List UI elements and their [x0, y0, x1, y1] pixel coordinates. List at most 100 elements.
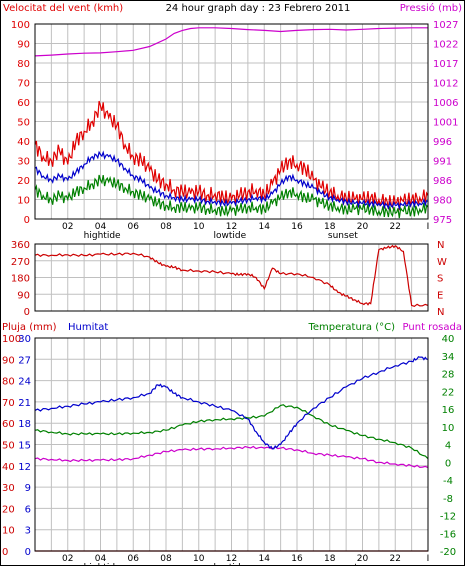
temperature-y-tick: 22: [442, 387, 455, 398]
rain-y-tick: 80: [2, 377, 15, 388]
rain-y-tick: 30: [2, 483, 15, 494]
direction-compass-letter: N: [437, 307, 444, 318]
wind-x-tick: 14: [259, 222, 271, 232]
pressure-y-tick: 996: [433, 137, 452, 148]
rain-y-tick: 10: [2, 526, 15, 537]
temperature-y-tick: -16: [440, 529, 456, 540]
wind-event-label: sunset: [328, 231, 358, 241]
wind-y-tick: 70: [17, 79, 30, 90]
humidity-y-tick: 24: [18, 377, 31, 388]
wind-x-tick: 16: [291, 222, 303, 232]
direction-compass-letter: E: [437, 290, 443, 301]
climate-x-tick: 20: [357, 554, 369, 564]
humidity-y-tick: 3: [25, 526, 31, 537]
climate-x-tick: I: [427, 554, 430, 564]
direction-compass-letter: S: [437, 274, 443, 285]
wind-x-tick: 08: [160, 222, 172, 232]
wind-gust-line: [34, 100, 429, 211]
pressure-y-tick: 1001: [433, 118, 458, 129]
rain-y-tick: 40: [2, 462, 15, 473]
climate-x-tick: 06: [128, 554, 140, 564]
climate-event-label: sunset: [328, 563, 358, 566]
climate-x-tick: 18: [324, 554, 336, 564]
climate-x-tick: 02: [62, 554, 73, 564]
pressure-y-tick: 1027: [433, 20, 458, 31]
wind-x-tick: 18: [324, 222, 336, 232]
climate-x-tick: 04: [95, 554, 107, 564]
wind-x-tick: 10: [193, 222, 205, 232]
temperature-y-tick: 4: [445, 441, 451, 452]
temperature-line: [34, 404, 429, 460]
temperature-y-tick: 10: [442, 423, 455, 434]
wind-x-tick: 06: [128, 222, 140, 232]
direction-y-tick: 0: [24, 307, 30, 318]
climate-x-tick: 12: [226, 554, 237, 564]
wind-y-tick: 10: [17, 196, 30, 207]
direction-y-tick: 180: [11, 274, 30, 285]
dewpoint-axis-title: Punt rosada: [403, 322, 462, 333]
wind-x-tick: 20: [357, 222, 369, 232]
wind-axis-title: Velocitat del vent (kmh): [3, 3, 123, 14]
rain-y-tick: 60: [2, 419, 15, 430]
climate-x-tick: 22: [390, 554, 401, 564]
wind-y-tick: 100: [11, 20, 30, 31]
pressure-y-tick: 991: [433, 157, 452, 168]
rain-axis-title: Pluja (mm): [2, 322, 57, 333]
wind-y-tick: 50: [17, 118, 30, 129]
climate-event-label: hightide: [84, 563, 121, 566]
direction-plot-frame: [34, 243, 429, 312]
wind-y-tick: 30: [17, 157, 30, 168]
rain-y-tick: 100: [2, 334, 21, 345]
pressure-axis-title: Pressió (mb): [400, 2, 462, 14]
humidity-line: [34, 356, 429, 450]
humidity-y-tick: 6: [25, 504, 31, 515]
temperature-y-tick: -8: [443, 494, 453, 505]
wind-event-label: lowtide: [214, 231, 247, 241]
temperature-y-tick: 16: [442, 405, 455, 416]
pressure-y-tick: 980: [433, 196, 452, 207]
wind-x-tick: 04: [95, 222, 107, 232]
rain-y-tick: 20: [2, 504, 15, 515]
wind-min-line: [34, 174, 429, 219]
temperature-y-tick: -4: [443, 476, 453, 487]
humidity-y-tick: 12: [18, 462, 31, 473]
humidity-axis-title: Humitat: [68, 322, 108, 333]
dewpoint-line: [34, 445, 429, 469]
pressure-y-tick: 1022: [433, 40, 458, 51]
wind-x-tick: I: [427, 222, 430, 232]
pressure-y-tick: 1006: [433, 98, 458, 109]
rain-y-tick: 90: [2, 355, 15, 366]
humidity-y-tick: 18: [18, 419, 31, 430]
direction-y-tick: 90: [17, 290, 30, 301]
climate-x-tick: 16: [291, 554, 303, 564]
humidity-y-tick: 27: [18, 355, 31, 366]
wind-x-tick: 02: [62, 222, 73, 232]
climate-x-tick: 10: [193, 554, 205, 564]
humidity-y-tick: 0: [25, 547, 31, 558]
direction-compass-letter: W: [437, 257, 447, 268]
pressure-y-tick: 1012: [433, 79, 458, 90]
temperature-y-tick: -20: [440, 547, 456, 558]
climate-event-label: lowtide: [214, 563, 247, 566]
temperature-y-tick: 0: [445, 458, 451, 469]
temperature-y-tick: -12: [440, 512, 456, 523]
rain-y-tick: 70: [2, 398, 15, 409]
pressure-y-tick: 975: [433, 215, 452, 226]
humidity-y-tick: 21: [18, 398, 31, 409]
pressure-line: [34, 27, 428, 57]
humidity-y-tick: 30: [18, 334, 31, 345]
wind-avg-line: [34, 150, 429, 211]
rain-y-tick: 50: [2, 441, 15, 452]
wind-y-tick: 60: [17, 98, 30, 109]
pressure-y-tick: 986: [433, 176, 452, 187]
direction-y-tick: 270: [11, 257, 30, 268]
climate-plot-frame: [34, 337, 429, 552]
direction-y-tick: 360: [11, 240, 30, 251]
temperature-y-tick: 40: [442, 334, 455, 345]
wind-y-tick: 90: [17, 40, 30, 51]
climate-x-tick: 08: [160, 554, 172, 564]
temperature-y-tick: 28: [442, 370, 455, 381]
direction-line: [34, 244, 429, 307]
